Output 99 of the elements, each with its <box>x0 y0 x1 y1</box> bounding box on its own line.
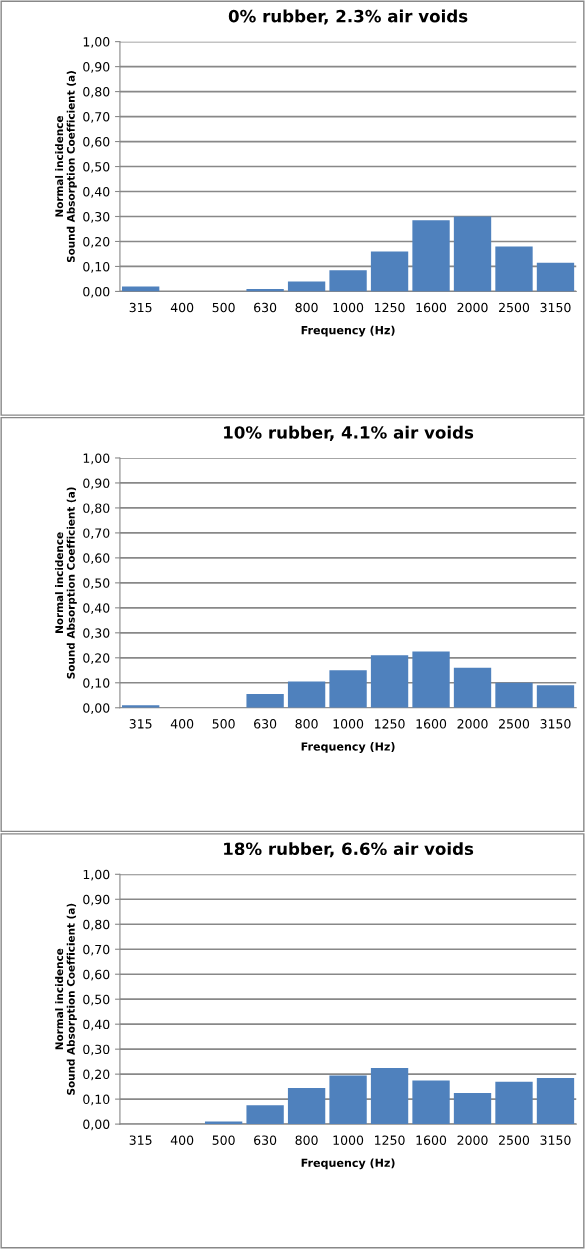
y-tick-label: 0,30 <box>83 628 110 640</box>
y-tick-label: 0,80 <box>83 87 110 98</box>
x-tick-label: 500 <box>212 719 235 729</box>
x-tick-label: 1250 <box>375 719 405 729</box>
bar <box>536 685 575 708</box>
y-tick-label: 0,60 <box>83 137 110 148</box>
bar <box>453 216 492 292</box>
bar <box>287 281 326 292</box>
bar <box>536 262 575 292</box>
y-tick-label: 0,20 <box>83 236 110 248</box>
bar <box>453 667 492 708</box>
x-tick-label: 315 <box>129 1135 152 1145</box>
x-tick-label: 1000 <box>333 719 364 729</box>
y-tick-label: 1,00 <box>83 453 110 465</box>
bar <box>329 1075 367 1125</box>
x-axis-title: Frequency (Hz) <box>301 1158 395 1170</box>
x-tick-label: 630 <box>254 1135 277 1145</box>
chart-title: 10% rubber, 4.1% air voids <box>224 425 474 441</box>
bar <box>370 655 409 708</box>
y-tick-label: 0,40 <box>83 186 110 198</box>
y-tick-label: 1,00 <box>83 869 110 881</box>
y-tick-label: 0,50 <box>83 578 110 590</box>
y-tick-label: 0,10 <box>83 1094 110 1106</box>
bar <box>246 1105 284 1125</box>
bar <box>495 246 533 292</box>
x-tick-label: 315 <box>129 302 152 313</box>
x-tick-label: 1600 <box>416 302 447 313</box>
bar <box>412 220 450 292</box>
x-tick-label: 1000 <box>333 1135 364 1145</box>
x-tick-label: 400 <box>170 1135 194 1145</box>
bar <box>122 286 160 292</box>
bar <box>287 1087 326 1125</box>
bar <box>536 1077 575 1125</box>
x-tick-label: 2500 <box>499 719 530 729</box>
y-tick-label: 1,00 <box>83 37 110 48</box>
x-tick-label: 1000 <box>333 302 364 313</box>
bar <box>495 682 533 708</box>
y-tick-label: 0,20 <box>83 653 110 665</box>
chart-title: 0% rubber, 2.3% air voids <box>228 9 468 25</box>
y-tick-label: 0,60 <box>83 553 110 565</box>
y-tick-label: 0,40 <box>83 603 110 615</box>
y-tick-label: 0,70 <box>83 944 110 956</box>
chart-title: 18% rubber, 6.6% air voids <box>224 842 474 858</box>
x-tick-label: 800 <box>295 302 318 313</box>
x-tick-label: 3150 <box>540 719 571 729</box>
y-tick-label: 0,00 <box>83 286 110 298</box>
y-tick-label: 0,50 <box>83 162 110 173</box>
y-axis-title: Normal incidence Sound Absorption Coefficient (a) <box>55 71 77 263</box>
y-tick-label: 0,80 <box>83 919 110 931</box>
bar <box>329 670 367 708</box>
bar <box>453 1092 492 1125</box>
y-tick-label: 0,20 <box>83 1069 110 1081</box>
y-tick-label: 0,90 <box>83 894 110 906</box>
x-tick-label: 315 <box>129 719 152 729</box>
y-tick-label: 0,30 <box>83 1044 110 1056</box>
x-tick-label: 400 <box>170 719 194 729</box>
bar <box>329 270 367 292</box>
x-tick-label: 630 <box>254 719 277 729</box>
y-tick-label: 0,90 <box>83 62 110 73</box>
x-tick-label: 800 <box>295 1135 318 1145</box>
bar <box>246 694 284 708</box>
bar <box>287 681 326 708</box>
y-tick-label: 0,50 <box>83 994 110 1006</box>
bar <box>412 651 450 708</box>
x-tick-label: 630 <box>254 302 277 313</box>
bar <box>370 251 409 292</box>
y-tick-label: 0,90 <box>83 478 110 490</box>
x-tick-label: 1250 <box>375 1135 405 1145</box>
x-tick-label: 500 <box>212 302 235 313</box>
x-tick-label: 3150 <box>540 302 571 313</box>
x-tick-label: 800 <box>295 719 318 729</box>
y-axis-title: Normal incidence Sound Absorption Coefficient (a) <box>55 487 77 679</box>
y-tick-label: 0,70 <box>83 112 110 123</box>
y-tick-label: 0,10 <box>83 261 110 273</box>
y-tick-label: 0,00 <box>83 703 110 714</box>
bar <box>495 1081 533 1125</box>
x-tick-label: 1600 <box>416 719 447 729</box>
x-tick-label: 500 <box>212 1135 235 1145</box>
bar <box>370 1067 409 1125</box>
y-tick-label: 0,00 <box>83 1119 110 1131</box>
x-tick-label: 2500 <box>499 1135 530 1145</box>
x-tick-label: 400 <box>170 302 194 313</box>
x-axis-title: Frequency (Hz) <box>301 742 395 753</box>
y-tick-label: 0,40 <box>83 1019 110 1031</box>
y-tick-label: 0,10 <box>83 678 110 689</box>
y-tick-label: 0,60 <box>83 969 110 981</box>
bar <box>412 1080 450 1125</box>
x-tick-label: 1600 <box>416 1135 447 1145</box>
x-tick-label: 2000 <box>457 302 488 313</box>
y-tick-label: 0,30 <box>83 211 110 223</box>
y-tick-label: 0,80 <box>83 503 110 515</box>
y-axis-title: Normal incidence Sound Absorption Coefficient (a) <box>55 903 77 1095</box>
x-tick-label: 3150 <box>540 1135 571 1145</box>
y-tick-label: 0,70 <box>83 528 110 540</box>
x-tick-label: 2000 <box>457 1135 488 1145</box>
x-axis-title: Frequency (Hz) <box>301 325 395 337</box>
x-tick-label: 2000 <box>457 719 488 729</box>
x-tick-label: 2500 <box>499 302 530 313</box>
x-tick-label: 1250 <box>375 302 405 313</box>
